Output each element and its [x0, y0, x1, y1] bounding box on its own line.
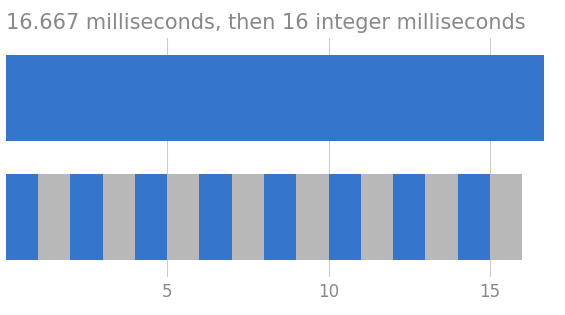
- Bar: [361, 174, 393, 261]
- Bar: [264, 174, 296, 261]
- Bar: [458, 174, 490, 261]
- Bar: [296, 174, 328, 261]
- Bar: [102, 174, 135, 261]
- Text: 16.667 milliseconds, then 16 integer milliseconds: 16.667 milliseconds, then 16 integer mil…: [6, 14, 525, 33]
- Bar: [167, 174, 199, 261]
- Bar: [70, 174, 102, 261]
- Bar: [6, 54, 544, 141]
- Bar: [38, 174, 70, 261]
- Bar: [199, 174, 232, 261]
- Bar: [135, 174, 167, 261]
- Bar: [232, 174, 264, 261]
- Bar: [425, 174, 458, 261]
- Bar: [393, 174, 425, 261]
- Bar: [6, 174, 38, 261]
- Bar: [328, 174, 361, 261]
- Bar: [490, 174, 522, 261]
